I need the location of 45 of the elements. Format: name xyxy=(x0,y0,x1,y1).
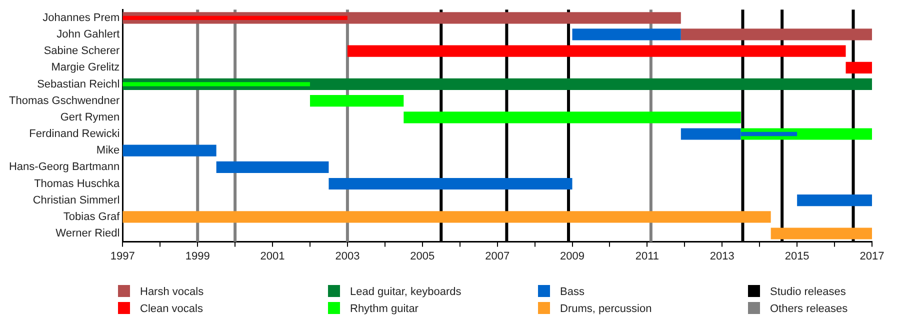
bar xyxy=(347,45,846,57)
y-tick-label: Tobias Graf xyxy=(63,210,121,223)
x-tick-label: 2007 xyxy=(485,250,510,262)
x-tick-label: 2015 xyxy=(784,250,810,262)
bar xyxy=(310,95,404,107)
y-tick-label: Johannes Prem xyxy=(42,12,120,24)
legend-label: Harsh vocals xyxy=(140,286,204,298)
bar xyxy=(122,211,771,223)
bar xyxy=(328,178,572,190)
x-tick-label: 2005 xyxy=(410,250,435,262)
bar xyxy=(572,28,681,40)
y-tick-label: Hans-Georg Bartmann xyxy=(8,161,120,174)
bar xyxy=(680,28,872,40)
y-tick-label: Mike xyxy=(96,144,120,157)
y-tick-label: John Gahlert xyxy=(56,28,120,41)
y-tick-label: Ferdinand Rewicki xyxy=(29,128,120,140)
legend-label: Lead guitar, keyboards xyxy=(350,286,462,298)
bar xyxy=(122,144,216,156)
bar xyxy=(216,161,329,173)
y-tick-label: Thomas Huschka xyxy=(34,178,121,190)
y-tick-label: Christian Simmerl xyxy=(32,194,120,206)
x-tick-label: 2017 xyxy=(860,250,884,262)
y-tick-label: Margie Grelitz xyxy=(51,62,120,74)
y-tick-label: Werner Riedl xyxy=(56,228,120,240)
x-tick-label: 2011 xyxy=(635,250,660,262)
bar xyxy=(770,228,872,240)
y-tick-label: Gert Rymen xyxy=(60,111,120,124)
bar xyxy=(797,194,872,206)
x-tick-label: 1999 xyxy=(185,250,210,262)
legend-label: Clean vocals xyxy=(140,303,204,316)
y-tick-label: Thomas Gschwendner xyxy=(8,94,120,107)
legend-label: Drums, percussion xyxy=(560,303,652,316)
legend-label: Bass xyxy=(560,286,585,298)
x-tick-label: 2001 xyxy=(260,250,285,262)
legend-label: Studio releases xyxy=(770,286,846,298)
x-tick-label: 2009 xyxy=(560,250,585,262)
x-tick-label: 2003 xyxy=(335,250,360,262)
bar xyxy=(846,62,872,74)
legend-label: Rhythm guitar xyxy=(350,303,419,316)
legend-label: Others releases xyxy=(770,303,848,316)
y-tick-label: Sebastian Reichl xyxy=(37,78,120,90)
x-tick-label: 1997 xyxy=(110,250,135,262)
x-tick-label: 2013 xyxy=(710,250,734,262)
bar xyxy=(404,112,741,124)
y-tick-label: Sabine Scherer xyxy=(44,45,120,58)
